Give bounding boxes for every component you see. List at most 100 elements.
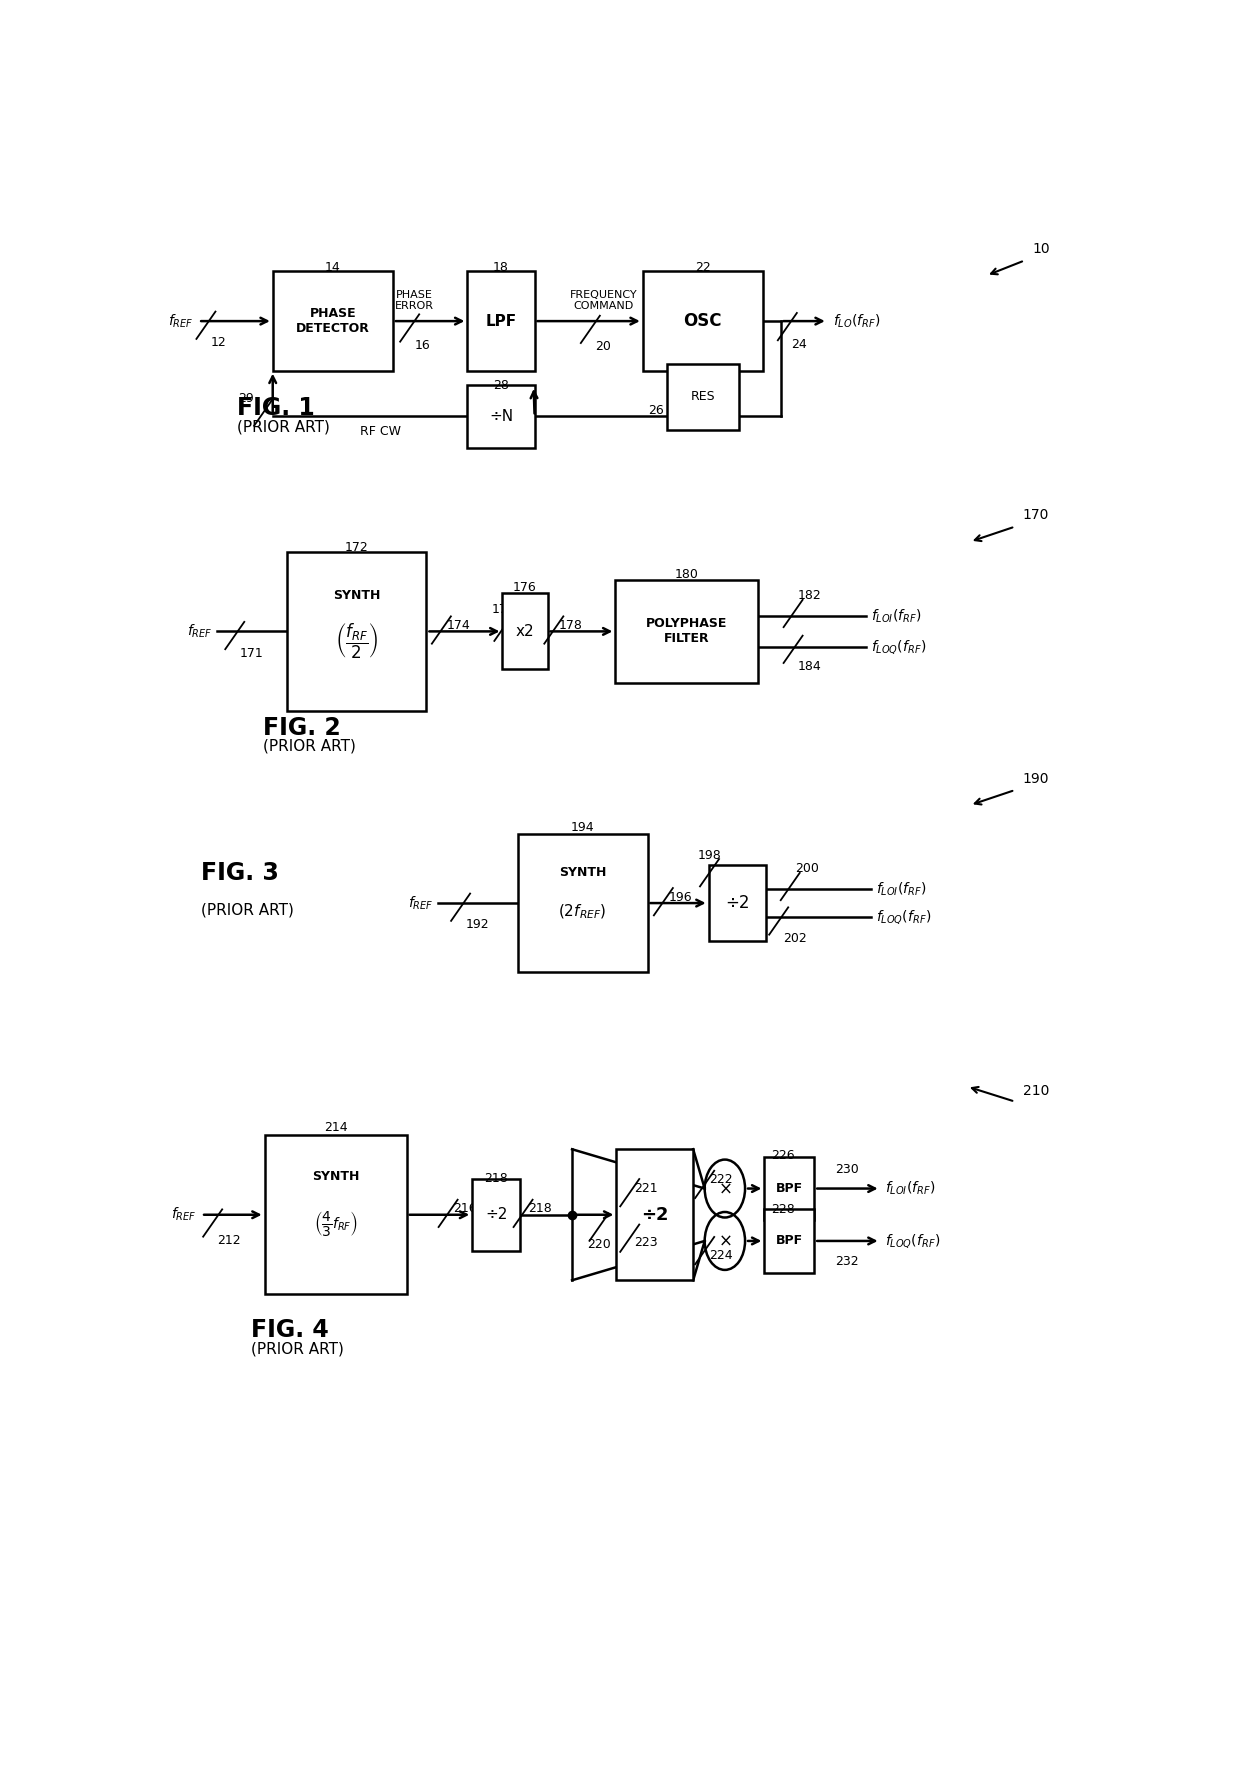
Text: $\times$: $\times$ (718, 1232, 732, 1250)
Text: (PRIOR ART): (PRIOR ART) (237, 419, 330, 433)
Text: $f_{REF}$: $f_{REF}$ (167, 312, 193, 330)
Text: 24: 24 (791, 338, 807, 351)
Text: $f_{REF}$: $f_{REF}$ (171, 1205, 196, 1223)
Text: $f_{LOQ}(f_{RF})$: $f_{LOQ}(f_{RF})$ (870, 638, 926, 656)
Text: 20: 20 (595, 340, 611, 353)
FancyBboxPatch shape (616, 1150, 693, 1281)
Text: 230: 230 (835, 1162, 859, 1177)
Text: (PRIOR ART): (PRIOR ART) (201, 903, 294, 917)
Text: (PRIOR ART): (PRIOR ART) (250, 1341, 343, 1356)
Text: 194: 194 (570, 820, 594, 835)
Text: 184: 184 (797, 661, 822, 673)
Text: $f_{LOI}(f_{RF})$: $f_{LOI}(f_{RF})$ (875, 881, 926, 897)
FancyBboxPatch shape (288, 552, 427, 711)
Text: 172: 172 (345, 541, 368, 553)
Text: 192: 192 (465, 919, 489, 931)
Text: FIG. 4: FIG. 4 (250, 1318, 329, 1341)
FancyBboxPatch shape (472, 1178, 521, 1250)
Text: 176: 176 (492, 604, 516, 616)
Text: FREQUENCY
COMMAND: FREQUENCY COMMAND (570, 290, 637, 312)
Text: FIG. 3: FIG. 3 (201, 861, 279, 885)
Text: 16: 16 (414, 338, 430, 353)
Text: 10: 10 (1033, 242, 1050, 256)
FancyBboxPatch shape (615, 580, 758, 682)
Text: (PRIOR ART): (PRIOR ART) (263, 740, 356, 754)
Text: $(2f_{REF})$: $(2f_{REF})$ (558, 903, 606, 921)
Text: RF CW: RF CW (361, 424, 402, 437)
Text: FIG. 1: FIG. 1 (237, 396, 315, 419)
Text: 196: 196 (668, 890, 692, 904)
Text: 226: 226 (771, 1150, 795, 1162)
Text: 176: 176 (513, 580, 537, 595)
Text: 232: 232 (835, 1255, 859, 1268)
Text: ÷2: ÷2 (725, 894, 750, 912)
FancyBboxPatch shape (708, 865, 766, 940)
FancyBboxPatch shape (273, 272, 393, 371)
Text: 182: 182 (797, 589, 822, 602)
Text: $f_{LOI}(f_{RF})$: $f_{LOI}(f_{RF})$ (870, 607, 921, 625)
Text: 223: 223 (635, 1236, 658, 1250)
Text: 18: 18 (494, 261, 508, 274)
Text: FIG. 2: FIG. 2 (263, 716, 341, 740)
FancyBboxPatch shape (502, 593, 548, 670)
FancyBboxPatch shape (518, 835, 647, 973)
Text: $\left(\dfrac{f_{RF}}{2}\right)$: $\left(\dfrac{f_{RF}}{2}\right)$ (335, 621, 378, 661)
Text: $\left(\dfrac{4}{3}f_{RF}\right)$: $\left(\dfrac{4}{3}f_{RF}\right)$ (314, 1209, 357, 1238)
Text: $f_{LOQ}(f_{RF})$: $f_{LOQ}(f_{RF})$ (885, 1232, 941, 1250)
Text: ÷2: ÷2 (641, 1205, 668, 1223)
Text: 220: 220 (587, 1238, 611, 1252)
Text: 174: 174 (446, 620, 470, 632)
Text: 29: 29 (238, 392, 254, 405)
Text: RES: RES (691, 390, 715, 403)
Text: PHASE
ERROR: PHASE ERROR (396, 290, 434, 312)
FancyBboxPatch shape (764, 1209, 815, 1273)
Text: 28: 28 (494, 380, 508, 392)
Text: $f_{LOQ}(f_{RF})$: $f_{LOQ}(f_{RF})$ (875, 908, 931, 926)
Text: BPF: BPF (776, 1234, 802, 1248)
Text: $f_{LO}(f_{RF})$: $f_{LO}(f_{RF})$ (832, 312, 880, 330)
Text: BPF: BPF (776, 1182, 802, 1195)
FancyBboxPatch shape (642, 272, 763, 371)
Text: 170: 170 (1023, 509, 1049, 523)
Text: SYNTH: SYNTH (334, 589, 381, 602)
Text: 228: 228 (770, 1204, 795, 1216)
Text: 218: 218 (485, 1173, 508, 1186)
Text: LPF: LPF (485, 313, 517, 328)
Text: 224: 224 (709, 1248, 733, 1261)
Text: POLYPHASE
FILTER: POLYPHASE FILTER (646, 618, 727, 645)
Text: 14: 14 (325, 261, 341, 274)
FancyBboxPatch shape (764, 1157, 815, 1220)
Text: 171: 171 (239, 647, 263, 659)
Text: $f_{LOI}(f_{RF})$: $f_{LOI}(f_{RF})$ (885, 1180, 936, 1196)
Text: 210: 210 (1023, 1084, 1049, 1098)
Text: $f_{REF}$: $f_{REF}$ (187, 623, 213, 639)
Text: 22: 22 (694, 261, 711, 274)
Text: 218: 218 (528, 1202, 552, 1216)
Text: 222: 222 (709, 1173, 733, 1186)
Text: 216: 216 (453, 1202, 476, 1216)
Text: $\times$: $\times$ (718, 1180, 732, 1198)
Text: 221: 221 (635, 1182, 658, 1195)
FancyBboxPatch shape (667, 364, 739, 430)
Text: 198: 198 (698, 849, 722, 861)
Text: 214: 214 (324, 1121, 347, 1134)
Text: 12: 12 (211, 337, 227, 349)
Text: 26: 26 (649, 405, 665, 417)
FancyBboxPatch shape (467, 272, 534, 371)
Text: 180: 180 (675, 568, 698, 582)
Text: PHASE
DETECTOR: PHASE DETECTOR (296, 306, 370, 335)
Text: 178: 178 (558, 620, 583, 632)
FancyBboxPatch shape (264, 1135, 407, 1295)
Text: x2: x2 (516, 623, 534, 639)
Text: OSC: OSC (683, 312, 722, 330)
Text: 190: 190 (1023, 772, 1049, 786)
Text: 202: 202 (784, 931, 807, 946)
FancyBboxPatch shape (467, 385, 534, 448)
Text: SYNTH: SYNTH (312, 1170, 360, 1182)
Text: SYNTH: SYNTH (559, 867, 606, 879)
Text: ÷N: ÷N (489, 408, 513, 424)
Text: $f_{REF}$: $f_{REF}$ (408, 894, 434, 912)
Text: 212: 212 (217, 1234, 241, 1247)
Text: ÷2: ÷2 (485, 1207, 507, 1221)
Text: 200: 200 (795, 863, 818, 876)
